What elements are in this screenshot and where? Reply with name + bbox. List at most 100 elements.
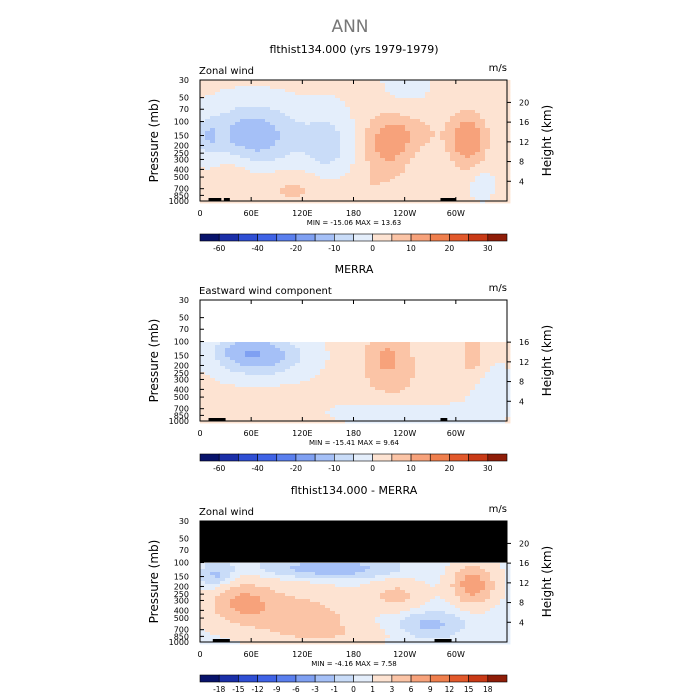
contour-cell [375,200,381,204]
contour-cell [315,414,321,418]
contour-cell [270,357,276,361]
colorbar-box [353,233,373,242]
contour-cell [255,345,261,349]
contour-cell [300,179,306,183]
contour-cell [450,173,456,177]
contour-cell [420,396,426,400]
contour-cell [360,182,366,186]
contour-cell [355,563,361,567]
contour-cell [320,182,326,186]
contour-cell [225,569,231,573]
contour-cell [340,417,346,421]
contour-cell [225,572,231,576]
contour-cell [230,360,236,364]
contour-cell [375,131,381,135]
contour-cell [350,384,356,388]
contour-cell [480,581,486,585]
contour-cell [415,134,421,138]
contour-cell [325,360,331,364]
contour-cell [420,342,426,346]
contour-cell [275,354,281,358]
contour-cell [370,569,376,573]
contour-cell [320,393,326,397]
contour-cell [235,137,241,141]
contour-cell [465,366,471,370]
height-tick-label: 20 [519,98,529,107]
contour-cell [275,197,281,201]
contour-cell [235,357,241,361]
contour-cell [255,417,261,421]
contour-cell [325,366,331,370]
contour-cell [240,119,246,123]
contour-cell [415,411,421,415]
contour-cell [375,575,381,579]
contour-cell [205,86,211,90]
contour-cell [505,170,511,174]
contour-cell [420,95,426,99]
contour-cell [395,113,401,117]
contour-cell [455,569,461,573]
contour-cell [495,143,501,147]
contour-cell [360,176,366,180]
contour-cell [405,101,411,105]
contour-cell [395,581,401,585]
contour-cell [320,420,326,424]
contour-cell [425,569,431,573]
contour-cell [345,387,351,391]
contour-cell [365,563,371,567]
contour-cell [345,131,351,135]
contour-cell [395,98,401,102]
contour-cell [380,194,386,198]
contour-cell [395,584,401,588]
contour-cell [400,125,406,129]
contour-cell [355,92,361,96]
contour-cell [425,414,431,418]
contour-cell [225,563,231,567]
contour-cell [365,104,371,108]
contour-cell [480,572,486,576]
contour-cell [305,179,311,183]
contour-cell [350,116,356,120]
contour-cell [485,411,491,415]
contour-cell [480,119,486,123]
contour-cell [285,128,291,132]
contour-cell [490,83,496,87]
contour-cell [280,170,286,174]
contour-cell [475,89,481,93]
contour-cell [325,587,331,591]
contour-cell [240,408,246,412]
contour-cell [390,372,396,376]
contour-cell [455,575,461,579]
contour-cell [445,563,451,567]
contour-cell [385,134,391,138]
contour-cell [385,137,391,141]
contour-cell [360,146,366,150]
contour-cell [240,578,246,582]
contour-cell [315,92,321,96]
contour-cell [220,80,226,84]
contour-cell [330,164,336,168]
panel-title: flthist134.000 - MERRA [291,484,418,497]
contour-cell [495,581,501,585]
contour-cell [330,125,336,129]
contour-cell [500,173,506,177]
contour-cell [285,566,291,570]
contour-cell [365,590,371,594]
contour-cell [380,384,386,388]
contour-cell [425,149,431,153]
contour-cell [425,411,431,415]
contour-cell [320,131,326,135]
contour-cell [380,578,386,582]
contour-cell [310,414,316,418]
contour-cell [380,80,386,84]
contour-cell [335,116,341,120]
contour-cell [225,345,231,349]
contour-cell [340,587,346,591]
contour-cell [275,146,281,150]
contour-cell [230,92,236,96]
contour-cell [225,566,231,570]
contour-cell [395,83,401,87]
contour-cell [215,590,221,594]
contour-cell [290,372,296,376]
contour-cell [230,590,236,594]
